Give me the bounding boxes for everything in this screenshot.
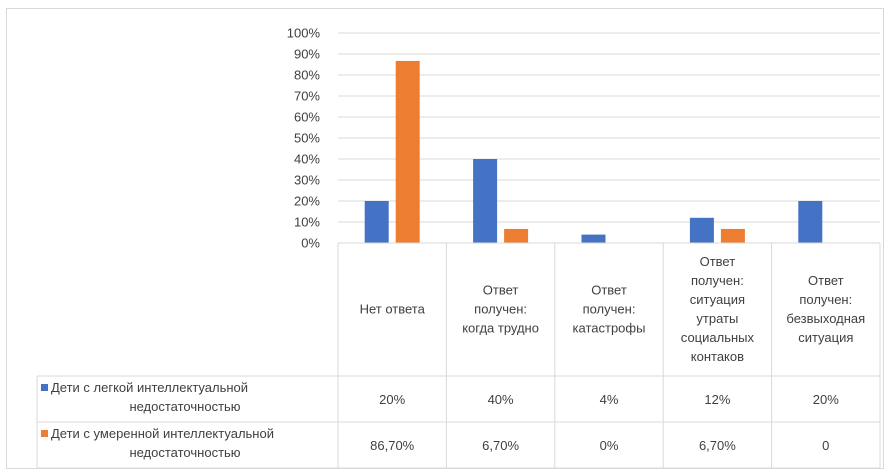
data-label: 0% (600, 438, 619, 453)
data-label: 0 (822, 438, 829, 453)
y-tick-label: 50% (294, 131, 320, 146)
data-label: 20% (379, 392, 405, 407)
data-label: 12% (704, 392, 730, 407)
legend-swatch (41, 384, 48, 391)
category-label: Ответ получен: катастрофы (573, 283, 646, 336)
data-label: 86,70% (370, 438, 415, 453)
bar (581, 234, 606, 243)
data-label: 20% (813, 392, 839, 407)
gridlines (338, 32, 880, 223)
bar (364, 201, 389, 243)
data-label: 6,70% (699, 438, 736, 453)
y-tick-label: 40% (294, 152, 320, 167)
category-label: Ответ получен: когда трудно (462, 283, 539, 336)
y-tick-label: 0% (301, 236, 320, 251)
category-label: Ответ получен: безвыходная ситуация (786, 273, 865, 345)
bar (504, 228, 529, 243)
y-axis-tick-labels: 0% 10% 20% 30% 40% 50% 60% 70% 80% 90% 100% (287, 26, 321, 251)
bar (689, 217, 714, 243)
legend-swatch (41, 430, 48, 437)
y-tick-label: 20% (294, 194, 320, 209)
category-label: Нет ответа (360, 302, 426, 317)
data-table: Нет ответа Ответ получен: когда трудно Ответ… (36, 242, 881, 469)
y-tick-label: 70% (294, 89, 320, 104)
y-tick-label: 90% (294, 47, 320, 62)
bar (473, 159, 498, 243)
legend-label: Дети с умеренной интеллектуальной недоста… (51, 426, 274, 460)
data-label: 4% (600, 392, 619, 407)
bar (395, 60, 420, 244)
bar (798, 201, 823, 243)
y-tick-label: 100% (287, 26, 321, 41)
data-label: 40% (488, 392, 514, 407)
y-tick-label: 60% (294, 110, 320, 125)
bar (720, 228, 745, 243)
y-tick-label: 80% (294, 68, 320, 83)
category-label: Ответ получен: ситуация утраты социальных кон… (681, 254, 755, 364)
data-label: 6,70% (482, 438, 519, 453)
y-tick-label: 30% (294, 173, 320, 188)
bars (364, 60, 823, 244)
y-tick-label: 10% (294, 215, 320, 230)
legend-label: Дети с легкой интеллектуальной недостаточ… (51, 380, 248, 414)
